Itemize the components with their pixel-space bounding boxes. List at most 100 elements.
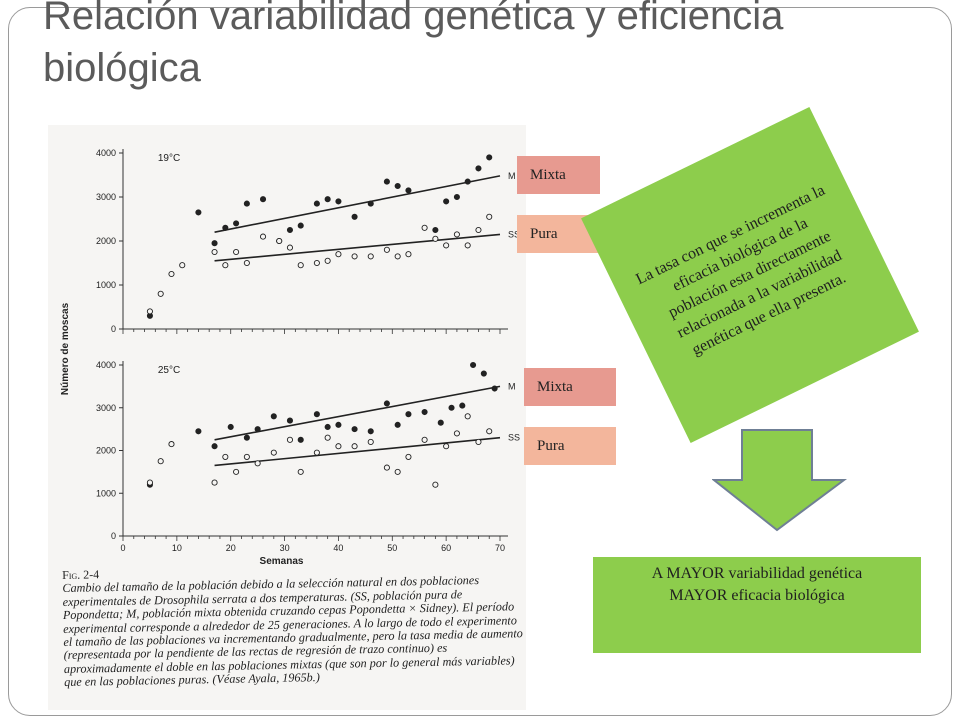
y-axis-label: Número de moscas (60, 302, 71, 395)
data-point-m (437, 419, 444, 426)
y-tick-label: 0 (111, 324, 116, 334)
data-point-m (211, 443, 218, 450)
data-point-m (367, 200, 374, 207)
data-point-ss (259, 233, 267, 240)
data-point-m (480, 370, 487, 377)
data-point-ss (432, 235, 439, 242)
series-label-m: M (508, 381, 516, 391)
data-point-ss (335, 443, 342, 450)
data-point-m (335, 198, 342, 205)
data-point-m (259, 196, 267, 203)
regression-line-m (214, 385, 501, 441)
data-point-m (470, 361, 477, 369)
data-point-ss (276, 237, 283, 245)
data-point-m (443, 198, 450, 205)
data-point-m (313, 411, 320, 418)
data-point-ss (146, 479, 153, 486)
data-point-m (227, 423, 234, 431)
data-point-ss (367, 438, 374, 446)
data-point-ss (270, 449, 277, 456)
y-tick-label: 1000 (96, 488, 116, 498)
y-tick-label: 4000 (96, 148, 116, 158)
panel-title: 19°C (158, 153, 180, 164)
data-point-m (394, 421, 401, 428)
data-point-ss (168, 270, 175, 278)
data-point-ss (324, 434, 331, 441)
data-point-m (367, 428, 374, 435)
data-point-m (475, 165, 482, 172)
data-point-m (335, 421, 342, 428)
x-tick-label: 40 (333, 543, 343, 553)
data-point-ss (222, 453, 229, 460)
data-point-m (297, 222, 304, 229)
data-point-ss (486, 213, 493, 220)
data-point-m (459, 402, 466, 409)
data-point-ss (324, 257, 331, 264)
y-tick-label: 4000 (96, 360, 116, 370)
data-point-m (351, 213, 358, 220)
data-point-m (405, 187, 412, 194)
data-point-m (195, 209, 202, 216)
data-point-ss (394, 253, 401, 260)
data-point-m (270, 413, 277, 420)
data-point-ss (157, 290, 164, 297)
data-point-m (453, 193, 460, 201)
data-point-ss (335, 251, 342, 258)
data-point-m (286, 226, 294, 234)
data-point-ss (211, 479, 218, 486)
y-tick-label: 2000 (96, 446, 116, 456)
data-point-ss (367, 253, 374, 260)
data-point-m (243, 200, 250, 207)
slide-title: Relación variabilidad genética y eficien… (43, 0, 784, 90)
data-point-ss (486, 428, 493, 435)
data-point-ss (233, 248, 240, 256)
data-point-ss (464, 413, 471, 420)
data-point-m (243, 434, 250, 441)
data-point-ss (453, 430, 460, 437)
data-point-ss (146, 308, 153, 315)
figure-scan: 0 1000 2000 3000 4000 19°C Número de moscas M SS… (48, 125, 526, 710)
data-point-ss (421, 224, 428, 231)
data-point-ss (383, 464, 390, 471)
conclusion-line-2: MAYOR eficacia biológica (669, 587, 845, 604)
data-point-m (491, 385, 498, 392)
data-point-m (394, 182, 401, 190)
y-tick-label: 0 (111, 531, 116, 541)
figure-caption: Fig. 2-4 Cambio del tamaño de la poblaci… (62, 560, 526, 690)
data-point-ss (222, 262, 229, 269)
data-point-ss (405, 453, 412, 460)
x-tick-label: 0 (120, 543, 125, 553)
data-point-ss (254, 460, 261, 467)
data-point-ss (443, 242, 450, 249)
data-point-ss (286, 436, 294, 443)
data-point-ss (394, 468, 401, 475)
data-point-m (324, 196, 331, 203)
data-point-m (383, 400, 390, 407)
data-point-m (195, 428, 202, 435)
data-point-ss (443, 443, 450, 450)
data-point-m (464, 178, 471, 185)
conclusion-box: A MAYOR variabilidad genética MAYOR efic… (593, 557, 921, 653)
regression-line-ss (214, 233, 501, 262)
data-point-m (211, 240, 218, 247)
data-point-m (432, 226, 439, 234)
data-point-ss (351, 253, 358, 260)
data-point-m (486, 154, 493, 161)
data-point-ss (243, 453, 250, 460)
data-point-ss (421, 436, 428, 443)
y-tick-label: 3000 (96, 192, 116, 202)
data-point-ss (313, 259, 320, 267)
data-point-m (286, 417, 294, 424)
data-point-ss (464, 242, 471, 249)
label-mixta-25c: Mixta (524, 368, 616, 406)
data-point-ss (157, 458, 164, 465)
data-point-ss (179, 262, 186, 269)
regression-line-m (214, 175, 501, 233)
y-tick-label: 2000 (96, 236, 116, 246)
y-tick-label: 1000 (96, 280, 116, 290)
data-point-ss (475, 438, 482, 446)
data-point-ss (286, 244, 294, 251)
data-point-m (254, 426, 261, 433)
x-axis-label: Semanas (260, 556, 304, 565)
